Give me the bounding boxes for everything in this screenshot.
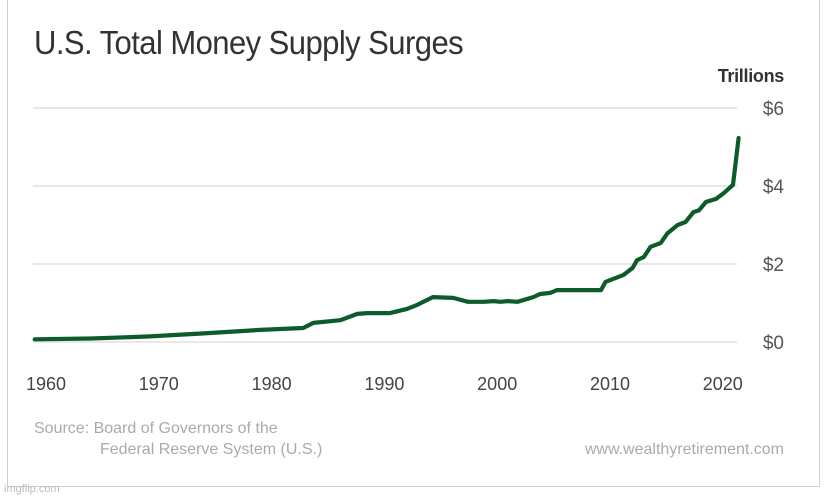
x-tick-label: 2000 [477, 374, 517, 394]
source-note: Source: Board of Governors of the Federa… [34, 418, 322, 460]
y-axis-units-label: Trillions [717, 66, 785, 86]
x-axis-tick-labels: 1960 1970 1980 1990 2000 2010 2020 [26, 374, 743, 394]
y-tick-label: $2 [763, 255, 784, 276]
source-line-1: Source: Board of Governors of the [34, 420, 278, 437]
website-credit: www.wealthyretirement.com [584, 441, 784, 458]
series-line [32, 135, 741, 342]
x-tick-label: 1980 [252, 374, 292, 394]
x-tick-label: 1960 [26, 374, 66, 394]
x-tick-label: 2020 [703, 374, 743, 394]
x-tick-label: 2010 [590, 374, 630, 394]
y-tick-label: $6 [763, 99, 784, 120]
series-group [32, 135, 741, 342]
chart-title: U.S. Total Money Supply Surges [34, 24, 464, 61]
x-tick-label: 1990 [364, 374, 404, 394]
y-axis-tick-labels: $0 $2 $4 $6 [763, 99, 785, 354]
y-tick-label: $0 [763, 333, 784, 354]
chart-frame [7, 0, 820, 487]
x-tick-label: 1970 [139, 374, 179, 394]
y-tick-label: $4 [763, 177, 785, 198]
source-line-2: Federal Reserve System (U.S.) [100, 441, 323, 458]
gridlines [33, 107, 737, 343]
watermark: imgflip.com [4, 483, 60, 495]
